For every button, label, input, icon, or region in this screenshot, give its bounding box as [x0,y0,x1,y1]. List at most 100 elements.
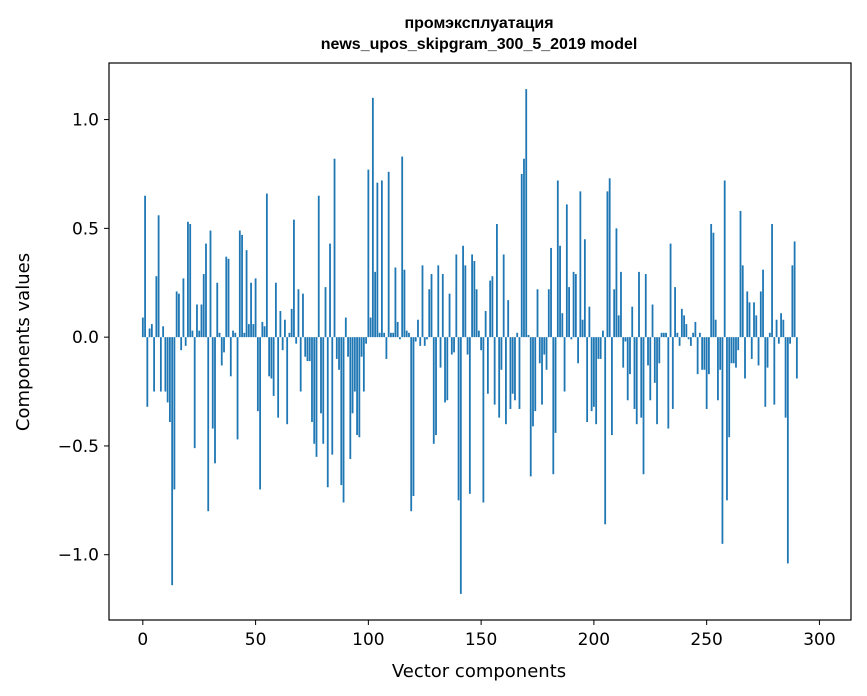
bar [236,337,239,440]
bar [753,302,755,338]
bar [414,337,417,342]
bar [394,267,397,338]
bar [232,330,234,338]
bar [757,337,760,366]
bar [423,337,426,346]
bar [552,337,555,475]
y-axis: −1.0 −0.5 0.0 0.5 1.0 [58,111,109,566]
bar [583,239,586,338]
bar [254,278,257,338]
bar [565,204,568,338]
x-axis-label: Vector components [392,661,566,682]
bar [182,278,185,338]
bar [430,274,433,338]
bar [662,332,665,338]
bar [371,97,374,338]
bar [633,337,636,409]
bar [200,304,203,338]
bar [773,337,776,405]
bar [685,324,688,338]
bar [516,332,519,338]
bar [241,234,243,338]
bar [150,324,153,338]
x-axis: 0 50 100 150 200 250 300 [137,620,836,650]
bar [660,332,663,338]
bar [453,337,455,353]
bar [306,337,309,362]
bar [155,276,158,338]
bar [728,337,731,438]
bar [457,337,460,501]
bar [509,337,512,409]
bar [293,219,295,338]
bar [694,321,697,338]
bar [347,337,349,357]
bar [579,191,582,338]
bar [378,332,381,338]
bar [234,332,237,338]
bar [514,337,516,401]
x-tick-label: 300 [803,630,835,650]
plot-frame [108,62,852,621]
bar [281,337,284,351]
bar [574,274,577,338]
bar [362,337,365,392]
bar [764,337,767,407]
bar [261,321,264,338]
bar [649,337,652,401]
bar [256,337,259,412]
bar [216,282,219,338]
bar [428,289,431,338]
bar [635,337,638,425]
bar [577,337,579,364]
bar [435,337,437,436]
bar [252,324,255,338]
bar [703,337,706,370]
bar [146,337,149,407]
bar [520,173,523,338]
bar [782,319,785,338]
bar [714,319,717,338]
bar [196,304,198,338]
bar [205,243,207,338]
bar [744,337,746,379]
bar [656,337,658,425]
bar [259,337,261,490]
bar [592,337,595,407]
bar [153,337,155,392]
bar [184,337,187,346]
bar [162,326,165,338]
y-tick-label: 0.5 [72,219,99,239]
bar [214,337,216,464]
bar [317,195,320,338]
bar [475,289,478,338]
bar [678,337,681,346]
bar [175,291,178,338]
bar [498,337,501,418]
bar [606,191,609,338]
bar [590,337,593,412]
bar [410,337,413,512]
bar [168,337,171,423]
bar [473,261,476,338]
bar [674,287,676,338]
bar [543,337,546,355]
x-tick-label: 150 [465,630,497,650]
bar [559,245,561,338]
bar [748,302,751,338]
bar [721,337,724,544]
bar [717,337,719,401]
bar [541,337,543,405]
bar [302,293,304,338]
bar [335,337,338,359]
bar [189,224,192,338]
bar [225,256,228,338]
bar [638,271,640,338]
bar [687,337,690,340]
bar [367,169,370,338]
bar [507,300,510,338]
bar [270,337,273,379]
bar [723,180,726,338]
bar [620,271,622,338]
